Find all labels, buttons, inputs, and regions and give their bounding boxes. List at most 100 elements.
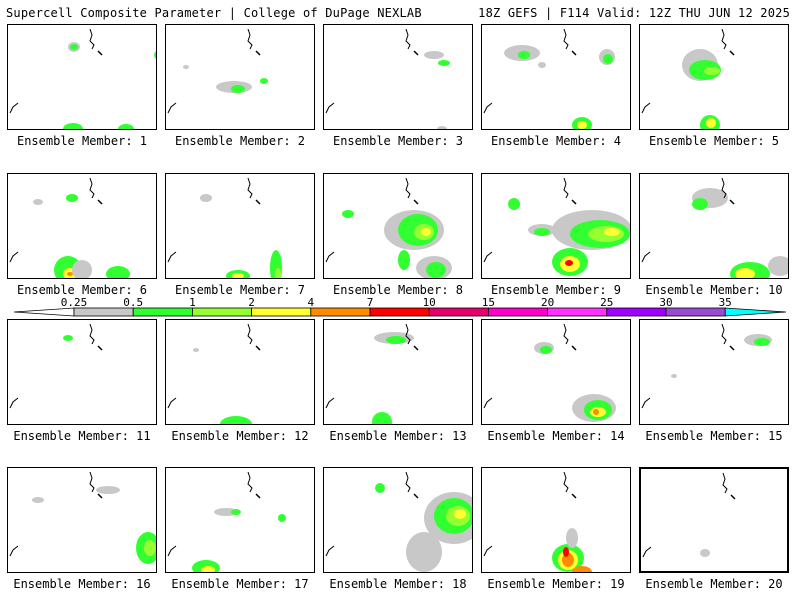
lake-outline (255, 50, 261, 56)
scp-contour-blob (144, 540, 156, 556)
scp-contour-blob (214, 508, 238, 516)
ensemble-member-label: Ensemble Member: 3 (332, 134, 464, 148)
scp-field-map (325, 471, 472, 572)
scp-field-map (483, 471, 592, 572)
ensemble-member-label: Ensemble Member: 13 (329, 429, 467, 443)
ensemble-map-8 (323, 173, 473, 279)
ensemble-member-label: Ensemble Member: 9 (490, 283, 622, 297)
coastline-outline (405, 323, 411, 345)
coastline-outline (721, 177, 727, 199)
ensemble-member-label: Ensemble Member: 16 (13, 577, 151, 591)
ensemble-member-label: Ensemble Member: 2 (174, 134, 306, 148)
ensemble-map-13 (323, 319, 473, 425)
lake-outline (413, 493, 419, 499)
ensemble-member-label: Ensemble Member: 14 (487, 429, 625, 443)
colorbar-tick-label: 1 (189, 296, 196, 309)
scp-contour-blob (424, 51, 444, 59)
lake-outline (571, 50, 577, 56)
scp-contour-blob (67, 272, 73, 276)
scp-contour-blob (32, 497, 44, 503)
coastline-outline (167, 102, 177, 114)
lake-outline (97, 50, 103, 56)
coastline-outline (563, 471, 569, 493)
coastline-outline (9, 102, 19, 114)
colorbar-segment (487, 307, 548, 317)
scp-contour-blob (603, 54, 613, 64)
lake-outline (413, 50, 419, 56)
coastline-outline (641, 397, 651, 409)
scp-contour-blob (375, 483, 385, 493)
ensemble-member-label: Ensemble Member: 15 (645, 429, 783, 443)
ensemble-map-3 (323, 24, 473, 130)
scp-contour-blob (565, 260, 573, 266)
colorbar-tick-label: 0.25 (61, 296, 88, 309)
scp-contour-blob (437, 126, 447, 129)
scp-field-map (483, 28, 615, 129)
coastline-outline (247, 323, 253, 345)
lake-outline (255, 493, 261, 499)
coastline-outline (641, 251, 651, 263)
scp-field-map (9, 177, 130, 278)
scp-contour-blob (426, 262, 446, 278)
ensemble-map-4 (481, 24, 631, 130)
scp-contour-blob (572, 566, 592, 572)
scp-contour-blob (278, 514, 286, 522)
lake-outline (413, 199, 419, 205)
scp-contour-blob (70, 44, 78, 50)
coastline-outline (247, 471, 253, 493)
ensemble-map-10 (639, 173, 789, 279)
ensemble-member-label: Ensemble Member: 17 (171, 577, 309, 591)
coastline-outline (167, 397, 177, 409)
colorbar-min-extension (13, 307, 75, 317)
colorbar-segment (251, 307, 312, 317)
scp-contour-blob (534, 228, 550, 236)
scp-contour-blob (342, 210, 354, 218)
coastline-outline (483, 251, 493, 263)
scp-contour-blob (454, 509, 466, 519)
scp-contour-blob (406, 532, 442, 572)
coastline-outline (721, 28, 727, 50)
scp-contour-blob (260, 78, 268, 84)
lake-outline (729, 199, 735, 205)
ensemble-map-16 (7, 467, 157, 573)
scp-field-map (325, 28, 450, 129)
scp-contour-blob (275, 268, 281, 278)
ensemble-map-7 (165, 173, 315, 279)
ensemble-member-label: Ensemble Member: 4 (490, 134, 622, 148)
scp-field-map (9, 28, 156, 129)
ensemble-member-label: Ensemble Member: 7 (174, 283, 306, 297)
ensemble-map-15 (639, 319, 789, 425)
coastline-outline (642, 546, 652, 558)
scp-field-map (167, 28, 268, 114)
map-title: Supercell Composite Parameter | College … (6, 6, 422, 20)
lake-outline (729, 50, 735, 56)
colorbar-tick-label: 2 (248, 296, 255, 309)
ensemble-map-19 (481, 467, 631, 573)
scp-contour-blob (398, 250, 410, 270)
scp-field-map (325, 177, 452, 278)
coastline-outline (247, 177, 253, 199)
scp-contour-blob (604, 228, 620, 236)
scp-contour-blob (754, 338, 770, 346)
coastline-outline (9, 251, 19, 263)
ensemble-map-1 (7, 24, 157, 130)
coastline-outline (563, 323, 569, 345)
coastline-outline (167, 251, 177, 263)
scp-contour-blob (692, 198, 708, 210)
scp-contour-blob (200, 194, 212, 202)
colorbar-segment (369, 307, 430, 317)
scp-contour-blob (33, 199, 43, 205)
colorbar-tick-label: 7 (367, 296, 374, 309)
scp-contour-blob (700, 549, 710, 557)
scp-field-map (9, 323, 103, 409)
coastline-outline (167, 545, 177, 557)
ensemble-map-20 (639, 467, 789, 573)
color-scale-legend: 0.25 0.5 1 2 4 7 10 15 20 25 30 35 (13, 296, 787, 317)
scp-contour-blob (563, 547, 569, 557)
scp-contour-blob (66, 194, 78, 202)
scp-contour-blob (118, 124, 134, 129)
coastline-outline (405, 177, 411, 199)
scp-contour-blob (231, 85, 245, 93)
coastline-outline (563, 28, 569, 50)
scp-contour-blob (593, 409, 599, 415)
